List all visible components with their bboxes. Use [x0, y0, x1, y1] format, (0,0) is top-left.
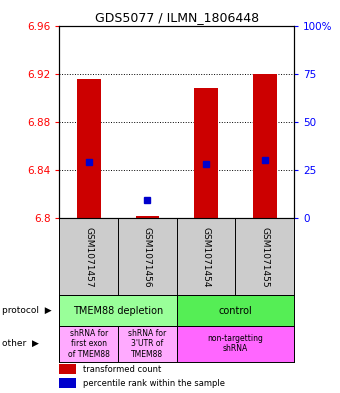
Bar	[136, 216, 159, 219]
Text: transformed count: transformed count	[83, 365, 161, 374]
Bar	[59, 296, 177, 326]
Bar	[253, 74, 276, 219]
Text: shRNA for
first exon
of TMEM88: shRNA for first exon of TMEM88	[68, 329, 110, 358]
Bar	[177, 326, 294, 362]
Bar	[177, 296, 294, 326]
Text: GSM1071457: GSM1071457	[84, 227, 93, 287]
Text: shRNA for
3'UTR of
TMEM88: shRNA for 3'UTR of TMEM88	[129, 329, 167, 358]
Bar	[118, 326, 177, 362]
Text: protocol  ▶: protocol ▶	[2, 306, 51, 315]
Text: control: control	[219, 306, 252, 316]
Bar	[194, 88, 218, 219]
Text: TMEM88 depletion: TMEM88 depletion	[73, 306, 163, 316]
Text: non-targetting
shRNA: non-targetting shRNA	[207, 334, 264, 353]
Text: GSM1071454: GSM1071454	[202, 227, 210, 287]
Text: other  ▶: other ▶	[2, 339, 38, 348]
Bar	[77, 79, 101, 219]
Bar	[59, 326, 118, 362]
Text: GSM1071455: GSM1071455	[260, 227, 269, 287]
Title: GDS5077 / ILMN_1806448: GDS5077 / ILMN_1806448	[95, 11, 259, 24]
Bar	[59, 378, 76, 387]
Text: percentile rank within the sample: percentile rank within the sample	[83, 378, 225, 387]
Bar	[59, 364, 76, 374]
Text: GSM1071456: GSM1071456	[143, 227, 152, 287]
